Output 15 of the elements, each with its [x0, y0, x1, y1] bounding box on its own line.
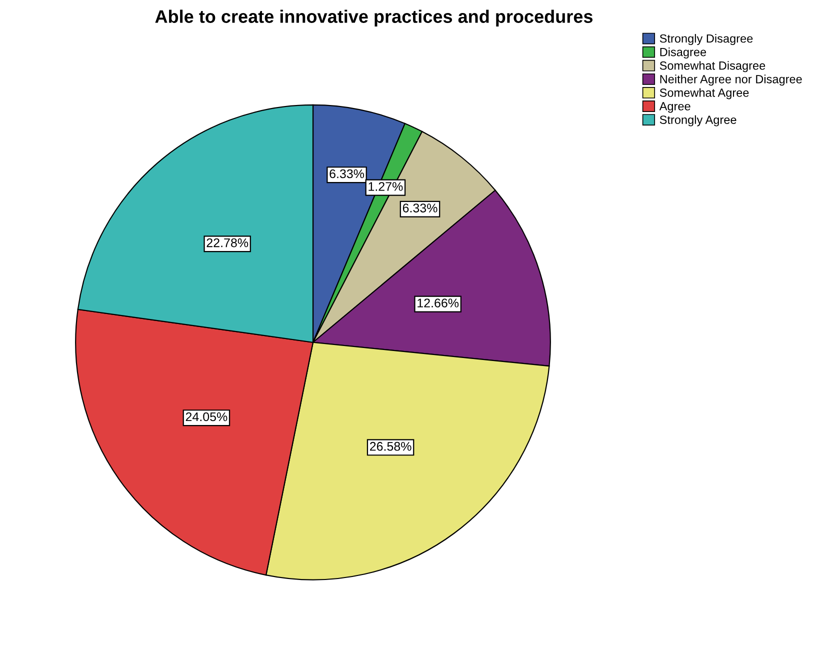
legend-label: Somewhat Agree — [660, 88, 749, 100]
legend-label: Disagree — [660, 48, 706, 59]
data-label: 26.58% — [370, 442, 412, 451]
legend-label: Agree — [659, 102, 690, 113]
data-label: 24.05% — [186, 412, 228, 422]
chart-title: Able to create innovative practices and procedures — [155, 10, 593, 27]
legend-label: Strongly Disagree — [660, 34, 753, 46]
data-label: 12.66% — [418, 298, 459, 308]
data-label: 6.33% — [330, 169, 364, 178]
data-label: 6.33% — [402, 204, 438, 212]
legend-label: Somewhat Disagree — [660, 61, 766, 72]
data-label: 1.27% — [368, 182, 403, 191]
legend-label: Neither Agree nor Disagree — [660, 74, 802, 86]
data-label: 22.78% — [206, 238, 248, 248]
legend-label: Strongly Agree — [660, 115, 736, 126]
